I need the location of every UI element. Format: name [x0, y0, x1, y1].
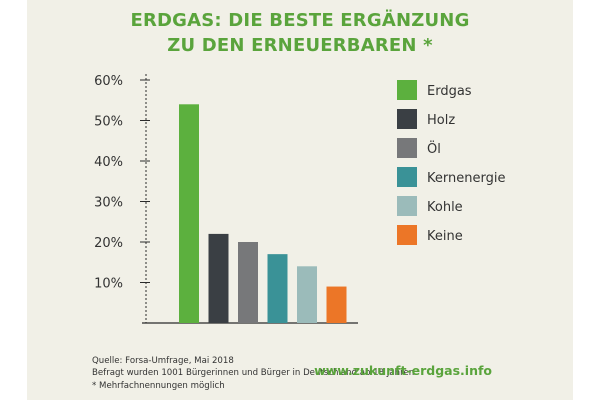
bar-öl [238, 242, 258, 323]
bar-erdgas [179, 104, 199, 323]
legend-label: Kernenergie [427, 171, 505, 186]
bar-kohle [297, 266, 317, 323]
bar-kernenergie [267, 254, 288, 323]
legend-label: Keine [427, 229, 463, 244]
legend-swatch [397, 167, 417, 187]
y-tick-label: 60% [94, 74, 123, 89]
y-tick-label: 50% [94, 115, 123, 130]
legend-label: Holz [427, 113, 455, 128]
y-tick-label: 30% [94, 196, 123, 211]
footnote: * Mehrfachnennungen möglich [92, 381, 225, 391]
y-tick-label: 10% [94, 277, 123, 292]
survey-note: Befragt wurden 1001 Bürgerinnen und Bürg… [92, 368, 415, 378]
legend-label: Erdgas [427, 84, 472, 99]
bar-keine [326, 286, 347, 323]
legend-swatch [397, 109, 417, 129]
bar-holz [208, 233, 229, 323]
legend-label: Kohle [427, 200, 463, 215]
y-tick-label: 40% [94, 155, 123, 170]
legend-swatch [397, 196, 417, 216]
legend-swatch [397, 80, 417, 100]
chart-title-line-1: ERDGAS: DIE BESTE ERGÄNZUNG [130, 10, 470, 31]
legend-swatch [397, 225, 417, 245]
legend-swatch [397, 138, 417, 158]
chart-title-line-2: ZU DEN ERNEUERBAREN * [167, 35, 433, 56]
legend-label: Öl [427, 140, 441, 157]
source-note: Quelle: Forsa-Umfrage, Mai 2018 [92, 356, 234, 366]
website-link[interactable]: www.zukunft-erdgas.info [314, 363, 492, 378]
card-background [27, 0, 573, 400]
y-tick-label: 20% [94, 236, 123, 251]
